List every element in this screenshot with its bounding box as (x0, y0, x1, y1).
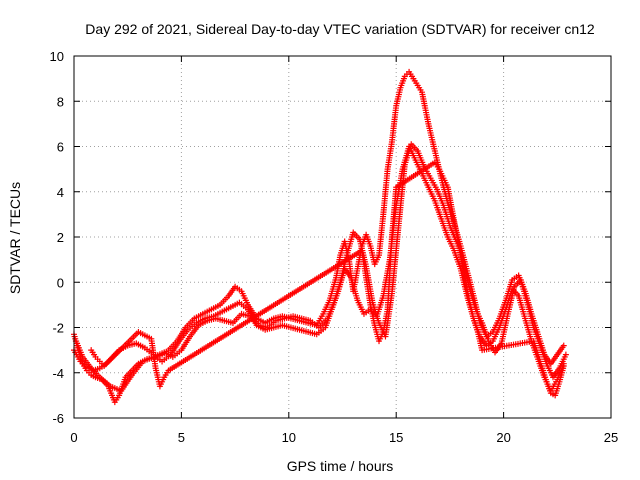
y-tick-label: -4 (52, 366, 64, 381)
y-axis-label: SDTVAR / TECUs (7, 182, 23, 294)
y-tick-label: -6 (52, 411, 64, 426)
y-tick-labels: -6 -4 -2 0 2 4 6 8 10 (50, 49, 64, 426)
y-tick-label: 0 (57, 275, 64, 290)
y-tick-label: 8 (57, 94, 64, 109)
x-tick-label: 20 (496, 430, 510, 445)
series-track-c (73, 141, 569, 394)
y-tick-label: 4 (57, 185, 64, 200)
y-tick-label: -2 (52, 321, 64, 336)
series-fragments (88, 159, 567, 399)
data-point (560, 362, 567, 369)
x-tick-label: 15 (389, 430, 403, 445)
x-tick-label: 10 (282, 430, 296, 445)
data-point (560, 342, 567, 349)
x-axis-label: GPS time / hours (287, 458, 394, 474)
y-tick-label: 2 (57, 230, 64, 245)
x-tick-label: 5 (178, 430, 185, 445)
plot-frame (73, 55, 612, 419)
y-tick-label: 6 (57, 140, 64, 155)
series-track-b (71, 143, 567, 394)
x-tick-label: 0 (70, 430, 77, 445)
y-tick-label: 10 (50, 49, 64, 64)
data-points (71, 68, 569, 406)
data-point (562, 351, 569, 358)
chart-title: Day 292 of 2021, Sidereal Day-to-day VTE… (85, 21, 595, 37)
x-tick-labels: 0 5 10 15 20 25 (70, 430, 618, 445)
x-tick-label: 25 (604, 430, 618, 445)
